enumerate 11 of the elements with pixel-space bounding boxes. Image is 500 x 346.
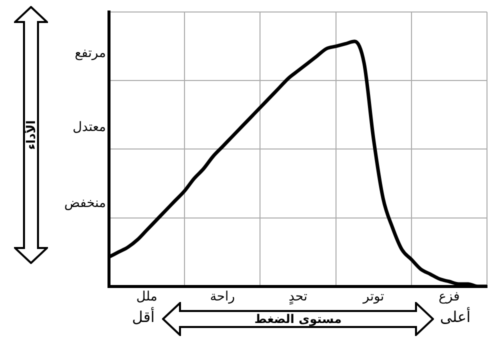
- x-tick-label: ملل: [136, 290, 158, 305]
- text: مرتفع: [74, 46, 106, 61]
- text: معتدل: [72, 120, 106, 135]
- text: أعلى: [440, 308, 471, 326]
- vertical-double-arrow: الأداء: [14, 6, 48, 264]
- x-axis-title: مستوى الضغط: [254, 312, 342, 326]
- text: منخفض: [63, 196, 106, 211]
- x-tick-label: راحة: [210, 290, 235, 305]
- text: أقل: [132, 308, 155, 326]
- x-tick-label: فزع: [438, 290, 460, 305]
- x-tick-label: توتر: [362, 290, 385, 305]
